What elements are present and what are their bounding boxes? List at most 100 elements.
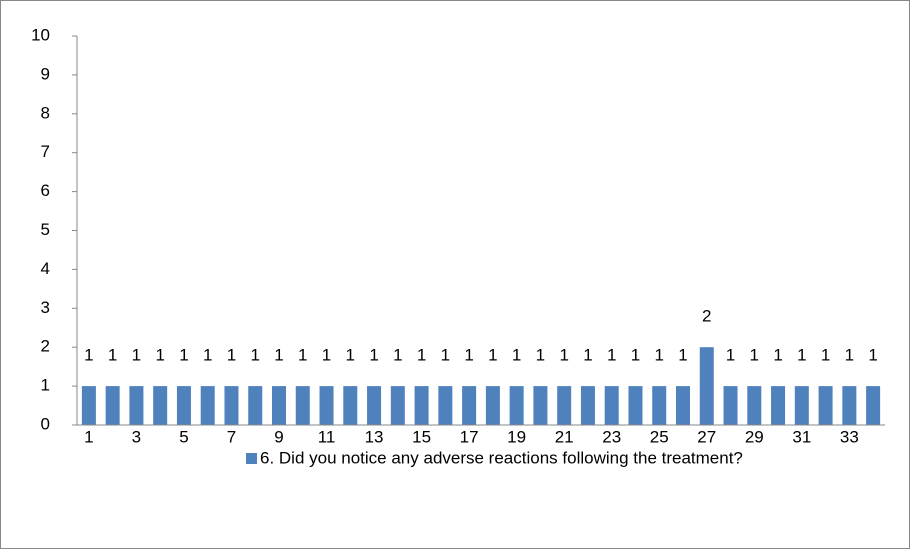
bar — [580, 386, 595, 425]
data-label: 1 — [346, 346, 355, 365]
bar — [176, 386, 191, 425]
data-label: 2 — [702, 307, 711, 326]
x-tick-label: 7 — [227, 427, 236, 446]
y-tick-label: 1 — [41, 376, 50, 395]
bar — [153, 386, 168, 425]
x-tick-label: 1 — [84, 427, 93, 446]
x-tick-label: 19 — [507, 427, 526, 446]
data-label: 1 — [655, 346, 664, 365]
bar — [533, 386, 548, 425]
bar — [771, 386, 786, 425]
bar — [818, 386, 833, 425]
data-label: 1 — [845, 346, 854, 365]
bar — [866, 386, 881, 425]
data-label: 1 — [322, 346, 331, 365]
data-label: 1 — [868, 346, 877, 365]
data-label: 1 — [536, 346, 545, 365]
data-label: 1 — [583, 346, 592, 365]
data-label: 1 — [108, 346, 117, 365]
bar — [295, 386, 310, 425]
data-label: 1 — [607, 346, 616, 365]
bar — [652, 386, 667, 425]
x-tick-label: 21 — [555, 427, 574, 446]
legend-label: 6. Did you notice any adverse reactions … — [260, 448, 743, 467]
data-label: 1 — [274, 346, 283, 365]
x-tick-label: 23 — [602, 427, 621, 446]
bar — [676, 386, 690, 425]
data-label: 1 — [393, 346, 402, 365]
bar — [200, 386, 215, 425]
bar — [272, 386, 286, 425]
bar — [604, 386, 619, 425]
bar — [438, 386, 453, 425]
bar — [224, 386, 239, 425]
x-tick-label: 29 — [745, 427, 764, 446]
x-tick-label: 5 — [179, 427, 188, 446]
bar — [628, 386, 643, 425]
bar — [462, 386, 477, 425]
x-tick-label: 33 — [840, 427, 859, 446]
data-label: 1 — [797, 346, 806, 365]
bar — [390, 386, 405, 425]
data-label: 1 — [631, 346, 640, 365]
data-label: 1 — [369, 346, 378, 365]
data-label: 1 — [132, 346, 141, 365]
x-tick-label: 9 — [274, 427, 283, 446]
data-label: 1 — [227, 346, 236, 365]
y-tick-label: 5 — [41, 220, 50, 239]
bar — [842, 386, 857, 425]
bar — [557, 386, 572, 425]
x-tick-label: 11 — [318, 427, 336, 446]
data-label: 1 — [726, 346, 735, 365]
data-label: 1 — [512, 346, 521, 365]
y-tick-label: 7 — [41, 142, 50, 161]
bar — [129, 386, 144, 425]
data-label: 1 — [179, 346, 188, 365]
bar — [105, 386, 120, 425]
bar — [81, 386, 96, 425]
bar — [747, 386, 762, 425]
y-tick-label: 0 — [41, 414, 50, 433]
data-label: 1 — [155, 346, 164, 365]
bar — [485, 386, 500, 425]
data-label: 1 — [559, 346, 568, 365]
data-label: 1 — [251, 346, 260, 365]
data-label: 1 — [773, 346, 782, 365]
bar — [367, 386, 382, 425]
data-label: 1 — [84, 346, 93, 365]
x-tick-label: 27 — [697, 427, 716, 446]
bar — [414, 386, 429, 425]
y-tick-label: 9 — [41, 64, 50, 83]
y-tick-label: 6 — [41, 181, 50, 200]
data-label: 1 — [441, 346, 450, 365]
y-tick-label: 4 — [41, 259, 50, 278]
data-label: 1 — [678, 346, 687, 365]
data-label: 1 — [298, 346, 307, 365]
x-tick-label: 13 — [365, 427, 384, 446]
x-tick-label: 31 — [792, 427, 811, 446]
data-label: 1 — [821, 346, 830, 365]
y-tick-label: 8 — [41, 103, 50, 122]
legend-swatch — [246, 453, 257, 464]
y-tick-label: 10 — [31, 25, 50, 44]
data-label: 1 — [464, 346, 473, 365]
x-tick-label: 17 — [460, 427, 479, 446]
data-label: 1 — [203, 346, 212, 365]
y-tick-label: 2 — [41, 337, 50, 356]
x-tick-label: 15 — [412, 427, 431, 446]
x-tick-label: 25 — [650, 427, 669, 446]
data-label: 1 — [488, 346, 497, 365]
bar — [509, 386, 524, 425]
bar — [343, 386, 358, 425]
bar — [723, 386, 738, 425]
data-label: 1 — [750, 346, 759, 365]
x-tick-label: 3 — [132, 427, 141, 446]
data-label: 1 — [417, 346, 426, 365]
y-tick-label: 3 — [41, 298, 50, 317]
bar — [794, 386, 809, 425]
bar — [699, 347, 714, 425]
bar — [319, 386, 334, 425]
bar — [248, 386, 263, 425]
